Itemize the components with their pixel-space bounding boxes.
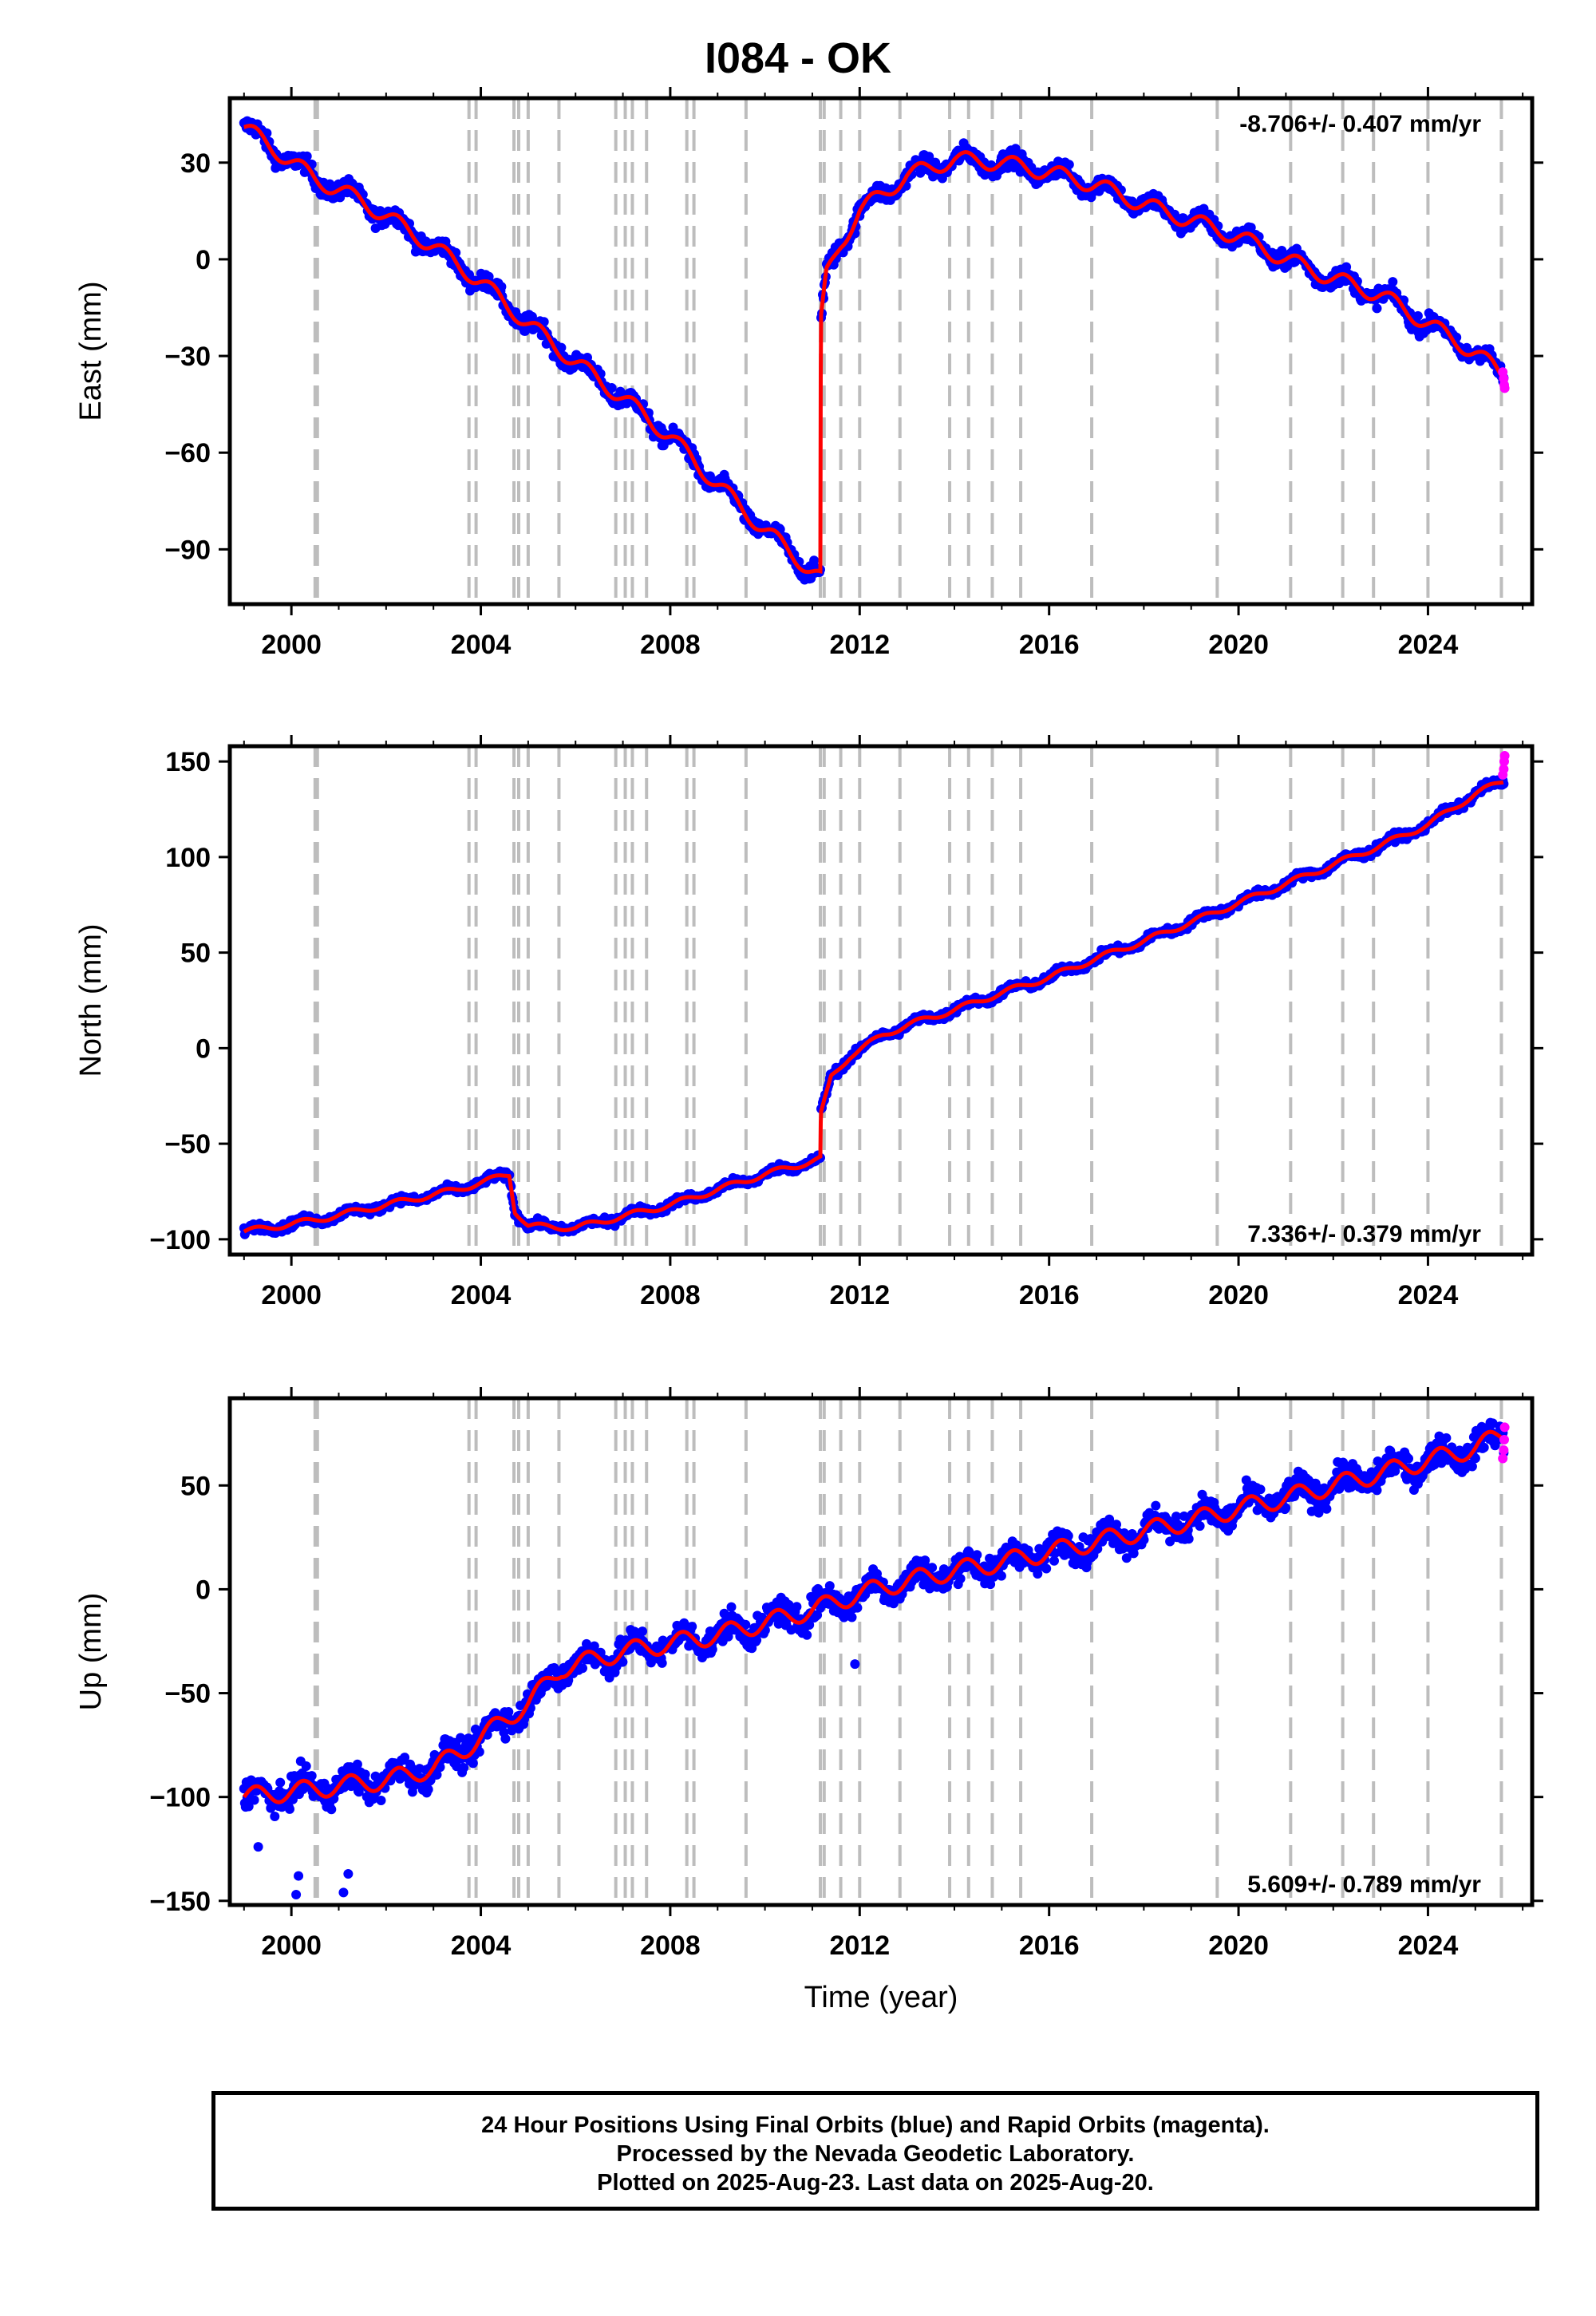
y-axis-label: East (mm)	[74, 281, 108, 421]
x-tick-label: 2024	[1398, 630, 1459, 660]
final-orbit-point	[285, 1804, 294, 1814]
final-orbit-point	[638, 1626, 647, 1637]
x-tick-label: 2000	[261, 1280, 322, 1310]
final-orbit-point	[376, 1796, 386, 1805]
rate-annotation: -8.706+/- 0.407 mm/yr	[1239, 111, 1481, 137]
final-orbit-point	[578, 1663, 587, 1674]
final-orbit-points	[239, 1417, 1509, 1899]
x-tick-label: 2020	[1208, 630, 1269, 660]
y-axis-label: North (mm)	[74, 923, 108, 1077]
final-orbit-point	[1388, 277, 1398, 287]
final-orbit-point	[972, 1550, 982, 1560]
plot-frame	[227, 744, 1535, 1257]
final-orbit-point	[1321, 1504, 1332, 1514]
y-tick-label: −50	[164, 1129, 211, 1160]
final-orbit-point	[657, 1658, 667, 1668]
final-orbit-point	[556, 342, 567, 353]
x-tick-label: 2012	[829, 630, 890, 660]
final-orbit-point	[302, 151, 312, 161]
x-tick-label: 2000	[261, 630, 322, 660]
y-tick-label: 50	[180, 939, 211, 969]
y-tick-label: 100	[165, 843, 211, 873]
final-orbit-point	[1064, 160, 1074, 170]
x-tick-label: 2008	[640, 630, 701, 660]
final-orbit-point	[687, 1622, 697, 1632]
final-orbit-point	[275, 1777, 286, 1788]
final-orbit-point	[301, 1761, 311, 1771]
y-tick-label: 0	[196, 245, 211, 275]
x-tick-label: 2016	[1019, 630, 1080, 660]
final-orbit-point	[249, 1795, 259, 1805]
panel-1: 2000 2004 2008 2012 2016 2020 2024 30 0 −30 −60 −90…	[74, 87, 1543, 660]
rapid-orbit-point	[1499, 750, 1510, 761]
final-orbit-point	[306, 1771, 317, 1781]
final-orbit-point	[1372, 1485, 1382, 1496]
final-orbit-point	[270, 1812, 280, 1821]
final-orbit-point	[1372, 303, 1382, 314]
y-tick-label: 30	[180, 148, 211, 179]
final-orbit-point	[1412, 310, 1423, 321]
final-orbit-point	[1246, 223, 1256, 233]
final-orbit-point	[500, 1733, 511, 1744]
y-tick-label: −90	[164, 535, 211, 565]
y-tick-label: 0	[196, 1034, 211, 1064]
final-orbit-point	[955, 1574, 966, 1584]
final-orbit-point	[468, 1758, 478, 1769]
final-orbit-point	[802, 1630, 812, 1640]
final-orbit-point	[809, 555, 820, 566]
final-orbit-point	[1255, 1484, 1266, 1495]
x-tick-label: 2020	[1208, 1280, 1269, 1310]
chart-title: I084 - OK	[704, 34, 892, 82]
final-orbit-points	[239, 775, 1509, 1239]
final-orbit-point	[606, 383, 617, 393]
plot-frame	[227, 96, 1535, 607]
final-orbit-point	[927, 1563, 938, 1573]
x-tick-label: 2004	[451, 1280, 512, 1310]
model-fit-line	[243, 780, 1504, 1234]
final-orbit-point	[326, 1804, 337, 1815]
final-orbit-point	[360, 1769, 370, 1780]
final-orbit-point	[1041, 1563, 1052, 1574]
x-tick-label: 2016	[1019, 1280, 1080, 1310]
rate-annotation: 7.336+/- 0.379 mm/yr	[1247, 1221, 1481, 1247]
final-orbit-point	[847, 1612, 857, 1622]
y-tick-label: −30	[164, 342, 211, 372]
x-tick-label: 2012	[829, 1280, 890, 1310]
rapid-orbit-point	[1499, 383, 1510, 393]
final-orbit-point	[824, 1581, 835, 1591]
y-tick-label: −100	[149, 1225, 211, 1255]
final-orbit-point	[996, 1571, 1006, 1581]
panel-3: 2000 2004 2008 2012 2016 2020 2024500−50−100−1…	[74, 1387, 1543, 2014]
panel-2: 2000 2004 2008 2012 2016 2020 2024 150 100 50 0 −50…	[74, 735, 1543, 1310]
x-tick-label: 2004	[451, 630, 512, 660]
final-orbit-point	[1183, 1534, 1194, 1544]
x-tick-label: 2008	[640, 1280, 701, 1310]
model-fit-line	[243, 124, 1506, 575]
final-orbit-point	[792, 1602, 802, 1612]
final-orbit-point	[1195, 1521, 1205, 1531]
final-orbit-point	[726, 1602, 737, 1612]
final-orbit-points	[239, 116, 1509, 585]
y-tick-label: 150	[165, 747, 211, 777]
final-orbit-point	[1151, 1500, 1161, 1511]
y-tick-label: −60	[164, 438, 211, 468]
x-tick-label: 2024	[1398, 1280, 1459, 1310]
final-orbit-point	[423, 1784, 433, 1795]
final-orbit-point	[1404, 1453, 1413, 1464]
